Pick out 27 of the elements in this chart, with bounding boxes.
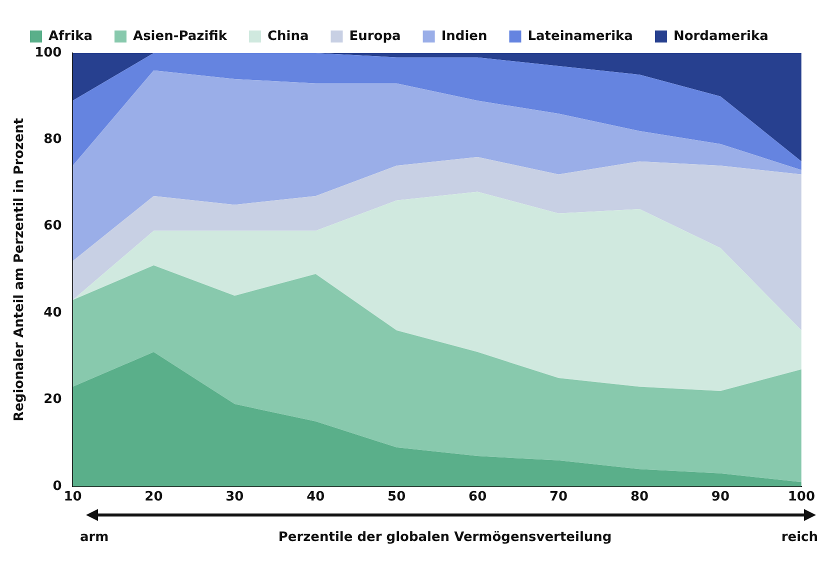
x-tick-label: 100 [788,490,815,505]
x-tick-label: 70 [549,490,568,505]
x-tick-label: 30 [226,490,244,505]
legend-label: Indien [441,28,488,44]
y-tick-label: 80 [44,132,62,148]
legend-label: Europa [349,28,401,44]
text: reich [781,530,818,545]
y-tick-label: 100 [34,45,62,60]
x-tick-label: 40 [306,490,325,505]
y-tick-label: 40 [44,305,62,320]
x-tick-label: 60 [468,490,487,505]
legend-label: Afrika [48,28,93,44]
text: arm [80,530,109,545]
y-tick-label: 20 [44,392,62,408]
y-tick-label: 60 [44,218,62,234]
legend-label: Lateinamerika [528,28,633,44]
x-tick-label: 80 [630,490,649,505]
legend-label: China [267,28,309,44]
legend-label: Asien-Pazifik [133,28,228,44]
x-tick-label: 10 [64,490,82,505]
x-axis-title: Perzentile der globalen Vermögensverteilung [278,530,612,545]
legend-label: Nordamerika [673,28,768,44]
x-tick-label: 90 [711,490,730,505]
y-tick-label: 0 [52,478,62,494]
x-tick-label: 50 [388,490,406,505]
y-axis-title: Regionaler Anteil am Perzentil in Prozent [12,118,28,422]
x-tick-label: 20 [144,490,163,505]
